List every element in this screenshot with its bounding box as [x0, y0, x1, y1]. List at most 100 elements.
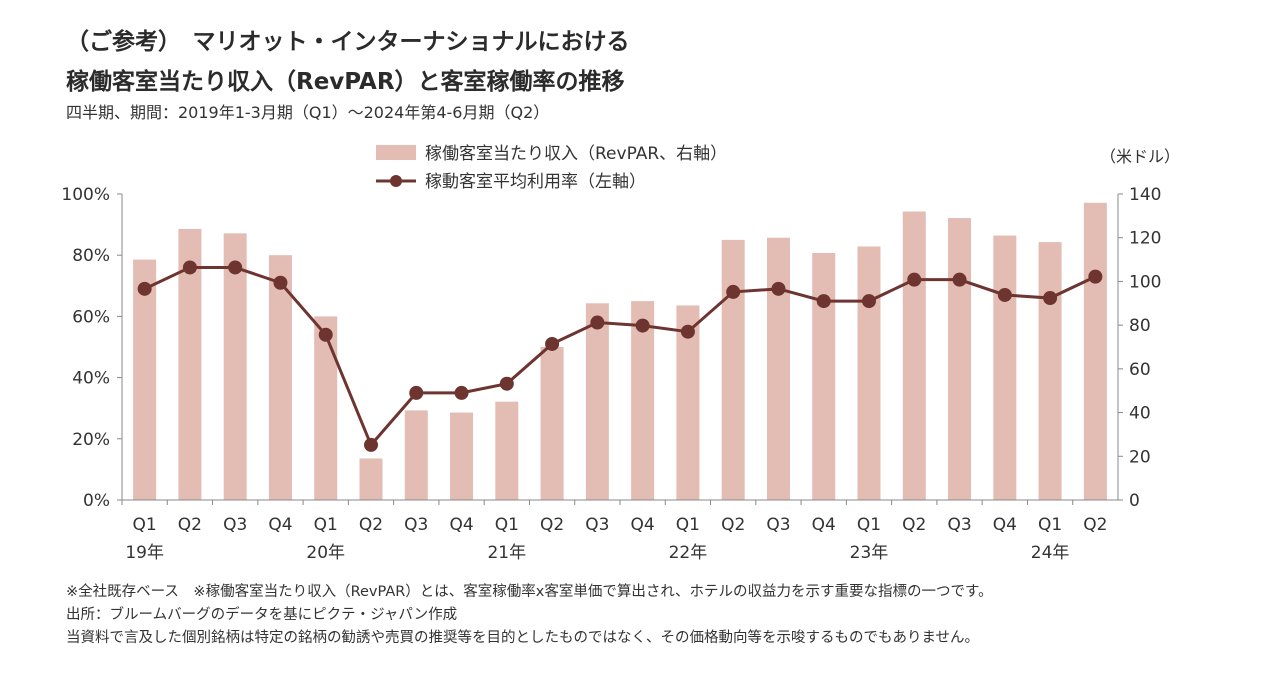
line-point	[590, 315, 605, 330]
x-tick-label: Q4	[812, 515, 836, 535]
y-left-tick-label: 0%	[83, 491, 110, 511]
x-tick-label: Q1	[857, 515, 881, 535]
x-year-label: 20年	[306, 543, 345, 563]
legend-label-line: 稼動客室平均利用率（左軸）	[425, 172, 646, 192]
chart-title-line1: （ご参考） マリオット・インターナショナルにおける	[66, 29, 630, 55]
x-year-label: 23年	[850, 543, 889, 563]
x-tick-label: Q2	[359, 515, 383, 535]
x-tick-label: Q3	[404, 515, 428, 535]
bar	[540, 347, 564, 500]
x-tick-label: Q3	[223, 515, 247, 535]
line-point	[997, 287, 1012, 302]
legend-swatch-marker	[390, 175, 402, 187]
line-point	[499, 376, 514, 391]
bar	[450, 412, 474, 500]
y-left-tick-label: 100%	[61, 185, 110, 205]
bar	[721, 239, 745, 500]
bar	[1083, 202, 1107, 500]
line-point	[635, 318, 650, 333]
legend-label-bar: 稼働客室当たり収入（RevPAR、右軸）	[425, 144, 727, 164]
line-point	[862, 294, 876, 309]
y-right-tick-label: 60	[1129, 360, 1151, 380]
line-point	[545, 336, 560, 351]
x-tick-label: Q1	[314, 515, 338, 535]
line-point	[726, 284, 741, 299]
chart-subtitle: 四半期、期間：2019年1-3月期（Q1）～2024年第4-6月期（Q2）	[66, 103, 550, 122]
line-point	[364, 437, 378, 452]
line-point	[137, 281, 152, 296]
x-tick-label: Q3	[585, 515, 609, 535]
bar	[404, 410, 428, 500]
legend-swatch-bar	[376, 145, 416, 160]
y-right-unit-label: （米ドル）	[1100, 147, 1180, 166]
y-right-tick-label: 0	[1129, 491, 1140, 511]
bar	[314, 316, 338, 500]
y-left-tick-label: 60%	[72, 307, 110, 327]
y-left-tick-label: 20%	[72, 430, 110, 450]
x-tick-label: Q3	[766, 515, 790, 535]
bar	[268, 255, 292, 500]
line-point	[182, 260, 197, 275]
x-tick-label: Q1	[1038, 515, 1062, 535]
bar	[359, 458, 383, 500]
footnote-disclaimer: 当資料で言及した個別銘柄は特定の銘柄の勧誘や売買の推奨等を目的としたものではなく…	[66, 630, 980, 646]
y-right-tick-label: 40	[1129, 404, 1151, 424]
bar	[676, 305, 700, 500]
line-point	[680, 324, 695, 339]
line-point	[1043, 291, 1058, 306]
bar	[133, 259, 157, 500]
bar	[902, 211, 926, 500]
bar	[993, 235, 1017, 500]
x-tick-label: Q4	[993, 515, 1017, 535]
bar	[812, 253, 836, 500]
x-tick-label: Q2	[902, 515, 926, 535]
bar	[857, 246, 881, 500]
line-point	[318, 327, 333, 342]
y-right-tick-label: 140	[1129, 185, 1161, 205]
footnote-definition: ※全社既存ベース ※稼働客室当たり収入（RevPAR）とは、客室稼働率x客室単価…	[66, 584, 993, 600]
bar	[631, 301, 655, 500]
x-tick-label: Q4	[268, 515, 292, 535]
x-tick-label: Q3	[947, 515, 971, 535]
series-line	[143, 265, 1097, 448]
y-left-tick-label: 40%	[72, 369, 110, 389]
x-year-label: 21年	[487, 543, 526, 563]
y-right-tick-label: 20	[1129, 447, 1151, 467]
x-tick-label: Q2	[1083, 515, 1107, 535]
bar	[948, 218, 972, 501]
line-point	[409, 385, 424, 400]
y-right-tick-label: 120	[1129, 229, 1161, 249]
x-tick-label: Q1	[133, 515, 157, 535]
x-tick-label: Q2	[178, 515, 202, 535]
bar	[223, 233, 247, 501]
line-point	[952, 272, 967, 287]
y-right-tick-label: 80	[1129, 316, 1151, 336]
line-point	[1088, 269, 1103, 284]
legend-box	[366, 137, 770, 195]
line-point	[771, 281, 786, 296]
bar	[178, 228, 202, 500]
y-left-tick-label: 80%	[72, 246, 110, 266]
x-tick-label: Q2	[540, 515, 564, 535]
x-year-label: 19年	[125, 543, 164, 563]
line-point	[228, 260, 243, 275]
chart-title-line2: 稼働客室当たり収入（RevPAR）と客室稼働率の推移	[66, 69, 625, 95]
x-tick-label: Q1	[676, 515, 700, 535]
x-tick-label: Q2	[721, 515, 745, 535]
bar	[585, 303, 609, 500]
x-tick-label: Q1	[495, 515, 519, 535]
line-point	[907, 272, 922, 287]
bar	[766, 237, 790, 500]
line-point	[273, 275, 288, 290]
x-year-label: 24年	[1031, 543, 1070, 563]
bar	[495, 401, 519, 500]
x-tick-label: Q4	[631, 515, 655, 535]
x-year-label: 22年	[669, 543, 708, 563]
bar	[1038, 242, 1062, 501]
footnote-source: 出所：ブルームバーグのデータを基にピクテ・ジャパン作成	[66, 607, 458, 623]
line-point	[454, 385, 469, 400]
y-right-tick-label: 100	[1129, 272, 1161, 292]
line-point	[816, 294, 831, 309]
x-tick-label: Q4	[449, 515, 473, 535]
